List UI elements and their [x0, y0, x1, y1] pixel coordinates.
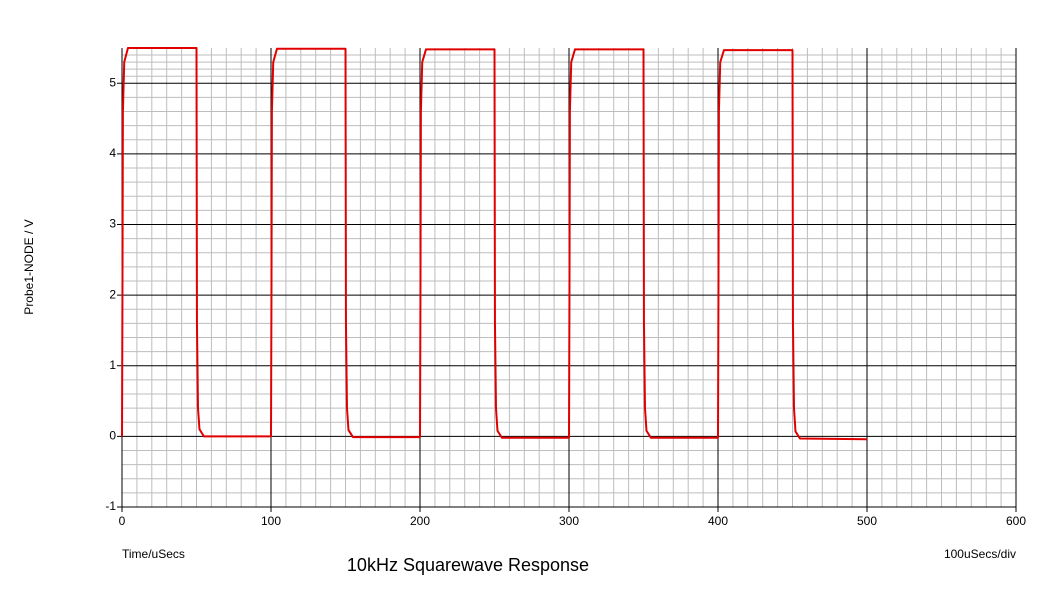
- x-tick-label: 500: [857, 514, 877, 528]
- y-tick-label: -1: [105, 499, 116, 513]
- y-tick-label: 0: [109, 429, 116, 443]
- x-tick-label: 200: [410, 514, 430, 528]
- x-axis-label: Time/uSecs: [122, 547, 185, 561]
- chart-title: 10kHz Squarewave Response: [347, 555, 589, 575]
- x-tick-label: 400: [708, 514, 728, 528]
- y-tick-label: 4: [109, 146, 116, 160]
- x-tick-label: 300: [559, 514, 579, 528]
- y-tick-label: 2: [109, 287, 116, 301]
- x-tick-label: 100: [261, 514, 281, 528]
- y-tick-label: 5: [109, 75, 116, 89]
- x-scale-label: 100uSecs/div: [944, 547, 1016, 561]
- data-line: [121, 47, 868, 441]
- x-tick-label: 0: [119, 514, 126, 528]
- y-tick-label: 3: [109, 217, 116, 231]
- x-tick-label: 600: [1006, 514, 1026, 528]
- y-axis-label: Probe1-NODE / V: [22, 219, 36, 314]
- y-tick-label: 1: [109, 358, 116, 372]
